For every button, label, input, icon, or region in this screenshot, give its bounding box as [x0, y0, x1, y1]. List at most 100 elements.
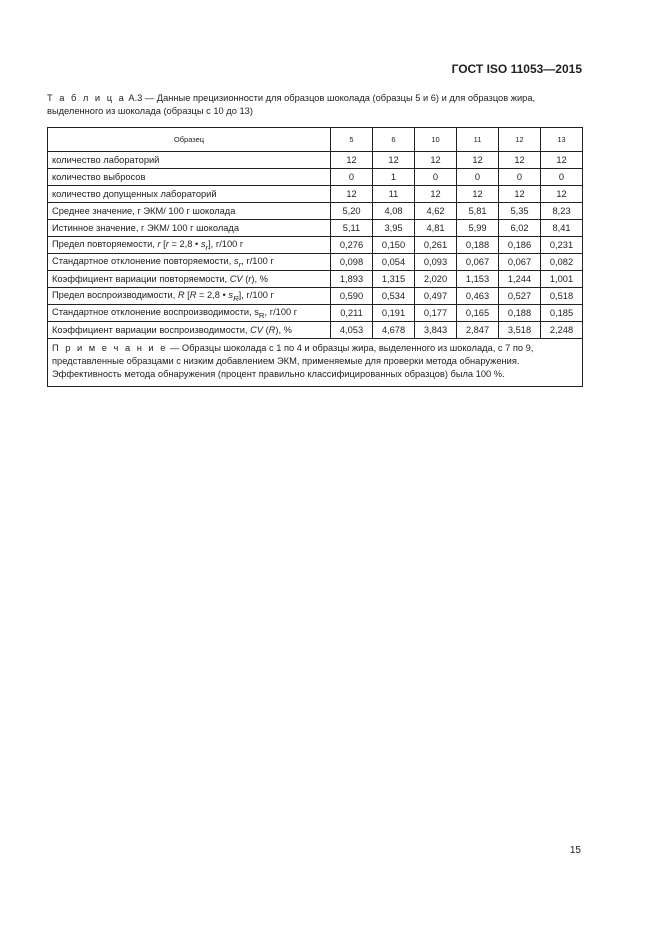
value-cell: 2,020 — [414, 270, 457, 288]
value-cell: 0 — [330, 168, 373, 186]
value-cell: 12 — [414, 151, 457, 169]
table-note: П р и м е ч а н и е — Образцы шоколада с… — [47, 338, 583, 387]
value-cell: 12 — [330, 151, 373, 169]
value-cell: 5,81 — [456, 202, 499, 220]
value-cell: 12 — [414, 185, 457, 203]
page-number: 15 — [569, 845, 581, 856]
value-cell: 8,41 — [540, 219, 583, 237]
table-caption: Т а б л и ц а А.3 — Данные прецизионност… — [47, 93, 536, 116]
value-cell: 0,276 — [330, 236, 373, 254]
header-cell: 6 — [372, 127, 415, 152]
value-cell: 12 — [498, 151, 541, 169]
note-row: П р и м е ч а н и е — Образцы шоколада с… — [47, 338, 583, 387]
row-label: количество допущенных лабораторий — [47, 185, 331, 203]
row-label: Истинное значение, г ЭКМ/ 100 г шоколада — [47, 219, 331, 237]
table-row: Коэффициент вариации воспроизводимости, … — [47, 321, 583, 339]
value-cell: 1,315 — [372, 270, 415, 288]
row-label: количество лабораторий — [47, 151, 331, 169]
value-cell: 12 — [456, 185, 499, 203]
value-cell: 3,518 — [498, 321, 541, 339]
value-cell: 2,847 — [456, 321, 499, 339]
value-cell: 5,99 — [456, 219, 499, 237]
header-cell: 13 — [540, 127, 583, 152]
table-row: количество выбросов 0 1 0 0 0 0 — [47, 168, 583, 186]
value-cell: 0,150 — [372, 236, 415, 254]
table-row: Истинное значение, г ЭКМ/ 100 г шоколада… — [47, 219, 583, 237]
value-cell: 0,067 — [456, 253, 499, 271]
value-cell: 0,185 — [540, 304, 583, 322]
value-cell: 0,098 — [330, 253, 373, 271]
value-cell: 0,527 — [498, 287, 541, 305]
header-cell: 12 — [498, 127, 541, 152]
value-cell: 0,497 — [414, 287, 457, 305]
precision-table: Образец 5 6 10 11 12 13 количество лабораторий 1… — [47, 127, 583, 387]
value-cell: 11 — [372, 185, 415, 203]
table-row: Стандартное отклонение повторяемости, sr… — [47, 253, 583, 271]
value-cell: 0 — [540, 168, 583, 186]
table-row: Предел воспроизводимости, R [R = 2,8 • s… — [47, 287, 583, 305]
row-label: Предел воспроизводимости, R [R = 2,8 • s… — [47, 287, 331, 305]
value-cell: 0,261 — [414, 236, 457, 254]
value-cell: 0,534 — [372, 287, 415, 305]
header-cell: 10 — [414, 127, 457, 152]
value-cell: 0,518 — [540, 287, 583, 305]
table-row: Предел повторяемости, r [r = 2,8 • sr], … — [47, 236, 583, 254]
table-row: Стандартное отклонение воспроизводимости… — [47, 304, 583, 322]
value-cell: 0,165 — [456, 304, 499, 322]
row-label: Предел повторяемости, r [r = 2,8 • sr], … — [47, 236, 331, 254]
header-cell: Образец — [47, 127, 331, 152]
value-cell: 0,054 — [372, 253, 415, 271]
value-cell: 0,177 — [414, 304, 457, 322]
value-cell: 0,211 — [330, 304, 373, 322]
value-cell: 0,188 — [498, 304, 541, 322]
table-row: количество лабораторий 12 12 12 12 12 12 — [47, 151, 583, 169]
value-cell: 1,153 — [456, 270, 499, 288]
value-cell: 5,11 — [330, 219, 373, 237]
value-cell: 0,231 — [540, 236, 583, 254]
value-cell: 1,893 — [330, 270, 373, 288]
value-cell: 0,463 — [456, 287, 499, 305]
row-label: Стандартное отклонение повторяемости, sr… — [47, 253, 331, 271]
value-cell: 4,08 — [372, 202, 415, 220]
value-cell: 12 — [456, 151, 499, 169]
value-cell: 0,191 — [372, 304, 415, 322]
row-label: Стандартное отклонение воспроизводимости… — [47, 304, 331, 322]
value-cell: 0,590 — [330, 287, 373, 305]
value-cell: 3,95 — [372, 219, 415, 237]
value-cell: 8,23 — [540, 202, 583, 220]
value-cell: 4,81 — [414, 219, 457, 237]
value-cell: 2,248 — [540, 321, 583, 339]
table-row: Среднее значение, г ЭКМ/ 100 г шоколада 5… — [47, 202, 583, 220]
value-cell: 0 — [498, 168, 541, 186]
value-cell: 0,093 — [414, 253, 457, 271]
value-cell: 12 — [330, 185, 373, 203]
table-row: Коэффициент вариации повторяемости, CV (… — [47, 270, 583, 288]
value-cell: 0,067 — [498, 253, 541, 271]
header-cell: 5 — [330, 127, 373, 152]
value-cell: 0,082 — [540, 253, 583, 271]
value-cell: 5,35 — [498, 202, 541, 220]
value-cell: 0 — [456, 168, 499, 186]
value-cell: 1,244 — [498, 270, 541, 288]
row-label: Коэффициент вариации повторяемости, CV (… — [47, 270, 331, 288]
header-cell: 11 — [456, 127, 499, 152]
value-cell: 4,053 — [330, 321, 373, 339]
row-label: количество выбросов — [47, 168, 331, 186]
value-cell: 0,186 — [498, 236, 541, 254]
value-cell: 4,62 — [414, 202, 457, 220]
value-cell: 0 — [414, 168, 457, 186]
row-label: Коэффициент вариации воспроизводимости, … — [47, 321, 331, 339]
value-cell: 12 — [372, 151, 415, 169]
document-header: ГОСТ ISO 11053—2015 — [451, 62, 582, 76]
value-cell: 3,843 — [414, 321, 457, 339]
value-cell: 0,188 — [456, 236, 499, 254]
value-cell: 12 — [540, 151, 583, 169]
value-cell: 12 — [498, 185, 541, 203]
value-cell: 1,001 — [540, 270, 583, 288]
row-label: Среднее значение, г ЭКМ/ 100 г шоколада — [47, 202, 331, 220]
value-cell: 5,20 — [330, 202, 373, 220]
value-cell: 1 — [372, 168, 415, 186]
value-cell: 12 — [540, 185, 583, 203]
table-row: количество допущенных лабораторий 12 11 12 1… — [47, 185, 583, 203]
